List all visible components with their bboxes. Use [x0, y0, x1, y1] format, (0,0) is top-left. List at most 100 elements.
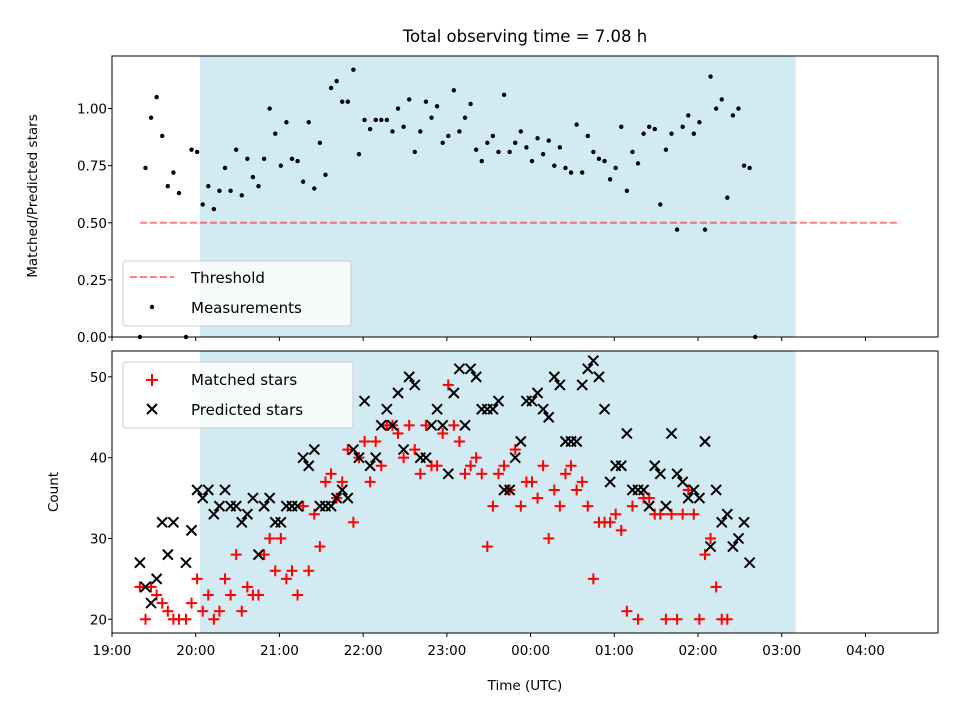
- predicted-star-point: [196, 492, 209, 504]
- predicted-star-point: [743, 556, 756, 569]
- predicted-star-point: [587, 354, 600, 367]
- predicted-star-point: [699, 435, 711, 448]
- measurement-point: [546, 138, 551, 143]
- measurement-point: [691, 131, 697, 136]
- matched-star-point: [286, 565, 298, 577]
- count-marks: [134, 354, 756, 625]
- matched-star-point: [292, 589, 304, 601]
- matched-star-point: [677, 508, 689, 520]
- predicted-star-point: [727, 540, 739, 553]
- predicted-star-point: [369, 451, 382, 464]
- measurement-point: [217, 188, 222, 193]
- matched-star-point: [398, 452, 410, 464]
- matched-star-point: [671, 613, 683, 625]
- measurement-point: [284, 120, 289, 125]
- measurement-point: [607, 177, 613, 182]
- predicted-star-point: [436, 419, 449, 432]
- matched-star-point: [459, 468, 471, 480]
- predicted-star-point: [191, 484, 203, 496]
- predicted-star-point: [660, 500, 672, 512]
- x-tick-label: 20:00: [176, 643, 215, 659]
- predicted-star-point: [420, 451, 432, 464]
- measurement-point: [261, 156, 267, 162]
- predicted-star-point: [325, 500, 337, 512]
- y-tick-label: 0.75: [77, 159, 107, 175]
- matched-star-point: [576, 476, 588, 488]
- matched-star-point: [532, 492, 544, 504]
- measurement-point: [540, 152, 546, 157]
- predicted-star-point: [303, 460, 315, 472]
- count-axes-frame: [111, 350, 939, 634]
- measurement-point: [228, 188, 233, 193]
- matched-star-point: [191, 573, 203, 585]
- y-tick-label: 1.00: [77, 102, 107, 118]
- measurement-point: [160, 133, 165, 139]
- matched-star-point: [526, 476, 538, 488]
- matched-star-point: [319, 476, 331, 488]
- legend-predicted-label: Predicted stars: [191, 401, 303, 419]
- ratio-legend: Threshold Measurements: [122, 260, 352, 327]
- measurement-point: [485, 140, 490, 146]
- measurement-point: [674, 227, 680, 232]
- matched-star-point: [364, 476, 376, 488]
- predicted-star-point: [431, 403, 443, 415]
- count-legend-box: [122, 361, 354, 429]
- measurement-point: [741, 163, 747, 168]
- measurement-point: [680, 124, 685, 130]
- measurement-point: [306, 120, 311, 125]
- matched-star-point: [626, 500, 638, 512]
- predicted-star-point: [381, 403, 393, 415]
- matched-star-point: [437, 427, 449, 439]
- measurement-point: [518, 129, 524, 134]
- predicted-star-point: [531, 387, 544, 399]
- measurement-point: [736, 106, 741, 111]
- measurement-point: [148, 115, 154, 120]
- predicted-star-point: [392, 387, 404, 399]
- measurement-point: [334, 78, 339, 84]
- measurement-point: [490, 133, 496, 139]
- x-tick-label: 21:00: [260, 643, 299, 659]
- predicted-star-point: [548, 371, 561, 383]
- measurement-point: [289, 156, 295, 162]
- measurement-point: [568, 170, 574, 175]
- matched-star-point: [342, 444, 354, 456]
- measurement-point: [245, 156, 250, 162]
- measurement-point: [552, 163, 557, 168]
- measurement-point: [211, 206, 217, 212]
- y-tick-label: 0.25: [77, 273, 107, 289]
- x-tick-label: 00:00: [511, 643, 550, 659]
- measurement-point: [513, 140, 518, 146]
- x-tick-label: 23:00: [427, 643, 466, 659]
- predicted-star-point: [721, 508, 734, 520]
- predicted-star-point: [275, 516, 287, 529]
- measurement-point: [697, 120, 702, 125]
- matched-star-point: [481, 541, 493, 553]
- matched-star-point: [275, 532, 287, 544]
- legend-measurements-label: Measurements: [191, 299, 302, 317]
- matched-star-point: [414, 468, 426, 480]
- predicted-star-point: [453, 363, 466, 375]
- measurement-point: [176, 190, 182, 196]
- matched-star-point: [571, 484, 583, 496]
- measurement-point: [194, 149, 200, 155]
- predicted-star-point: [604, 476, 616, 488]
- predicted-star-point: [526, 395, 538, 407]
- matched-star-point: [219, 573, 231, 585]
- measurement-point: [345, 99, 351, 104]
- measurement-point: [390, 129, 395, 134]
- matched-star-point: [403, 419, 415, 431]
- matched-star-point: [582, 500, 594, 512]
- measurement-point: [702, 227, 708, 232]
- matched-star-point: [721, 613, 733, 625]
- measurement-point: [300, 179, 306, 184]
- matched-star-point: [359, 435, 371, 447]
- measurement-point: [602, 158, 607, 164]
- matched-star-point: [241, 581, 253, 593]
- matched-star-point: [470, 452, 482, 464]
- matched-star-point: [303, 565, 315, 577]
- predicted-star-point: [459, 419, 471, 432]
- predicted-star-point: [537, 403, 549, 415]
- measurement-point: [165, 184, 171, 189]
- predicted-star-point: [732, 532, 745, 545]
- x-tick-label: 04:00: [846, 643, 885, 659]
